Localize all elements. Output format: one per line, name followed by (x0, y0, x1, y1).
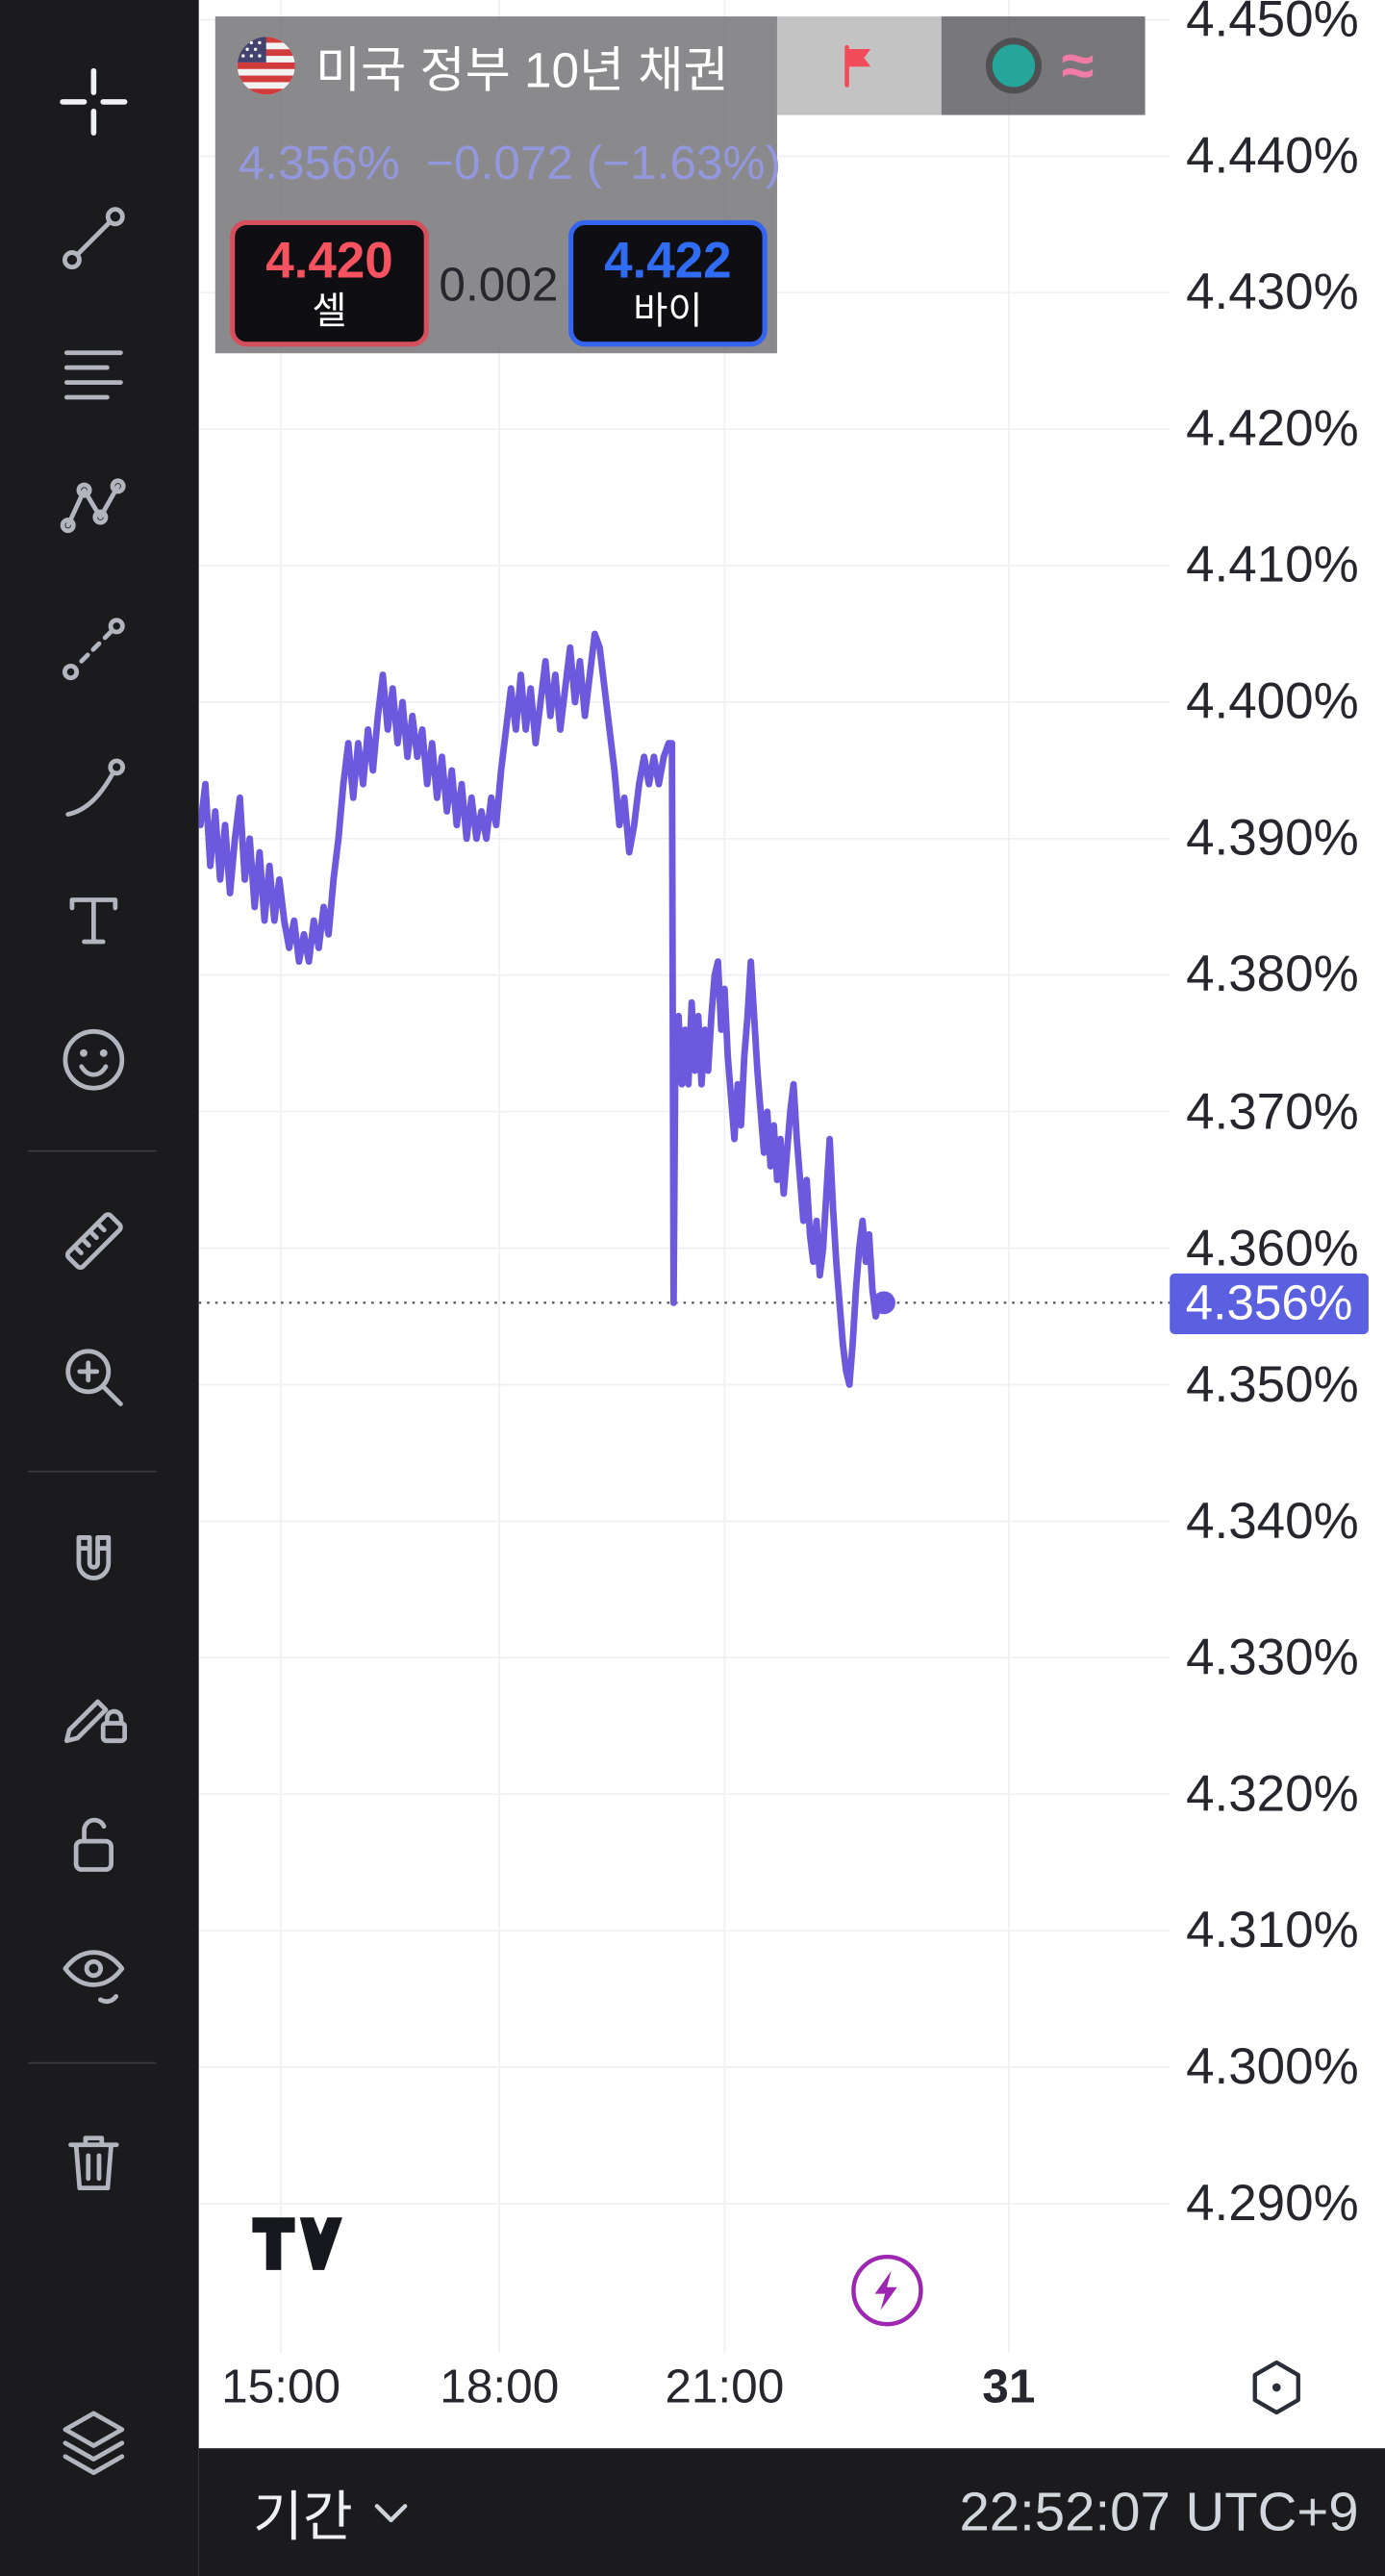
price-axis-label: 4.400% (1186, 672, 1359, 731)
drawing-toolbar (0, 0, 199, 2576)
hide-drawings-icon (63, 1950, 125, 2005)
bottom-bar: 기간 22:52:07 UTC+9 (198, 2448, 1385, 2576)
price-axis[interactable]: 4.450% 4.440% 4.430% 4.420% 4.410% 4.400% 4.39… (1171, 0, 1385, 2448)
price-stats: 4.356% −0.072 (−1.63%) (238, 138, 781, 191)
price-axis-label: 4.290% (1186, 2174, 1359, 2232)
crosshair-icon (60, 67, 128, 136)
trash-icon (68, 2135, 119, 2191)
brush-icon (65, 758, 126, 817)
time-axis-label: 15:00 (221, 2361, 341, 2414)
unlock-icon (73, 1817, 113, 1872)
sell-label: 셀 (312, 290, 347, 333)
price-axis-label: 4.440% (1186, 126, 1359, 185)
interval-button[interactable]: 기간 (253, 2473, 409, 2552)
last-price-dot (872, 1291, 895, 1315)
spread-value: 0.002 (439, 259, 559, 313)
time-axis-label: 31 (982, 2361, 1036, 2414)
text-tool-button[interactable] (51, 877, 137, 963)
last-price: 4.356% (238, 138, 400, 191)
zoom-tool-button[interactable] (51, 1334, 137, 1420)
toolbar-divider (28, 1470, 157, 1473)
emoji-tool-button[interactable] (51, 1017, 137, 1102)
time-axis-label: 21:00 (665, 2361, 785, 2414)
toolbar-divider (28, 2061, 157, 2064)
price-axis-label: 4.350% (1186, 1354, 1359, 1413)
price-axis-label: 4.430% (1186, 263, 1359, 321)
pencil-lock-icon (63, 1699, 128, 1744)
pattern-tool-button[interactable] (51, 465, 137, 550)
time-axis[interactable]: 15:00 18:00 21:00 31 (199, 2355, 1385, 2420)
dot-style-icon (992, 44, 1036, 88)
chart-canvas[interactable] (198, 0, 1385, 2448)
chevron-down-icon (374, 2503, 407, 2522)
wave-style-icon: ≈ (1061, 31, 1095, 99)
buy-price: 4.422 (604, 232, 732, 290)
forecast-tool-button[interactable] (51, 606, 137, 692)
forecast-dots-icon (62, 618, 125, 681)
lock-tool-button[interactable] (51, 1803, 137, 1888)
chart-area[interactable] (198, 0, 1385, 2449)
settings-button[interactable] (1246, 2357, 1308, 2419)
time-axis-label: 18:00 (440, 2361, 560, 2414)
price-change: −0.072 (−1.63%) (426, 138, 782, 191)
price-axis-label: 4.360% (1186, 1218, 1359, 1276)
price-axis-label: 4.330% (1186, 1628, 1359, 1686)
price-axis-label: 4.320% (1186, 1764, 1359, 1823)
price-axis-label: 4.380% (1186, 946, 1359, 1003)
hide-drawings-tool-button[interactable] (51, 1934, 137, 2020)
red-flag-icon (844, 44, 871, 88)
trend-line-tool-button[interactable] (51, 195, 137, 281)
clock: 22:52:07 UTC+9 (959, 2481, 1359, 2542)
buy-label: 바이 (633, 290, 703, 333)
crosshair-tool-button[interactable] (51, 59, 137, 144)
price-axis-label: 4.410% (1186, 536, 1359, 594)
trend-line-icon (62, 207, 125, 270)
toolbar-divider (28, 1149, 157, 1152)
price-axis-label: 4.450% (1186, 0, 1359, 48)
xabcd-pattern-icon (60, 478, 126, 534)
magnet-icon (76, 1535, 112, 1580)
price-axis-label: 4.310% (1186, 1901, 1359, 1959)
current-price-badge: 4.356% (1170, 1273, 1369, 1335)
layers-icon (63, 2411, 125, 2476)
price-axis-label: 4.370% (1186, 1081, 1359, 1140)
multi-lines-icon (63, 350, 123, 400)
symbol-info-bar[interactable]: 미국 정부 10년 채권 (215, 16, 777, 114)
zoom-in-icon (65, 1349, 123, 1406)
sell-price: 4.420 (265, 232, 393, 290)
lines-tool-button[interactable] (51, 330, 137, 416)
brush-tool-button[interactable] (51, 746, 137, 832)
ruler-icon (64, 1212, 123, 1271)
emoji-icon (63, 1028, 125, 1091)
object-tree-button[interactable] (51, 2399, 137, 2485)
tradingview-logo[interactable] (250, 2215, 345, 2281)
quick-trade-button[interactable] (849, 2253, 925, 2329)
price-axis-label: 4.340% (1186, 1491, 1359, 1550)
measure-tool-button[interactable] (51, 1198, 137, 1283)
price-axis-label: 4.420% (1186, 399, 1359, 458)
drawing-lock-tool-button[interactable] (51, 1671, 137, 1756)
price-series-line (198, 630, 888, 1388)
buy-button[interactable]: 4.422 바이 (568, 219, 768, 347)
flag-symbol-button[interactable] (776, 16, 942, 115)
lightning-bolt-icon (851, 2254, 923, 2327)
symbol-title: 미국 정부 10년 채권 (315, 44, 729, 99)
chart-style-toggle[interactable]: ≈ (941, 16, 1146, 115)
remove-drawings-tool-button[interactable] (51, 2120, 137, 2206)
price-axis-label: 4.390% (1186, 809, 1359, 867)
interval-label: 기간 (253, 2486, 353, 2547)
price-axis-label: 4.300% (1186, 2037, 1359, 2096)
magnet-tool-button[interactable] (51, 1523, 137, 1608)
sell-button[interactable]: 4.420 셀 (230, 219, 429, 347)
hexagon-icon (1252, 2360, 1300, 2415)
us-flag-icon (237, 37, 295, 95)
text-icon (69, 897, 118, 945)
